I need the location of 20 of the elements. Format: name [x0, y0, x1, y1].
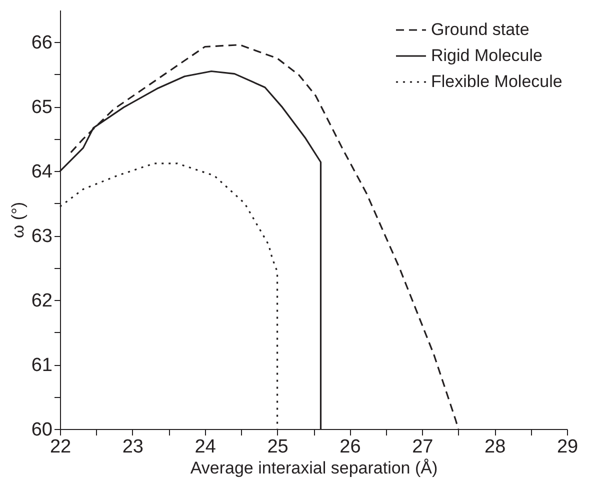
y-axis-title: ω (°)	[8, 202, 28, 238]
x-tick-label: 24	[194, 436, 216, 458]
x-tick-label: 27	[412, 436, 434, 458]
y-tick-label: 63	[31, 226, 52, 248]
x-tick-label: 29	[556, 436, 578, 458]
y-tick-label: 60	[31, 420, 52, 440]
y-tick-label: 64	[31, 162, 53, 183]
x-tick-label: 28	[484, 436, 506, 458]
x-tick-label: 23	[122, 436, 144, 458]
x-tick-label: 26	[340, 436, 361, 458]
y-tick-label: 62	[31, 290, 52, 312]
x-tick-label: 25	[267, 436, 288, 458]
y-tick-label: 61	[31, 355, 52, 376]
y-tick-label: 66	[31, 32, 52, 54]
x-axis-title: Average interaxial separation (Å)	[190, 458, 438, 478]
legend-label: Rigid Molecule	[431, 46, 542, 65]
legend-label: Ground state	[431, 20, 530, 39]
x-tick-label: 22	[50, 436, 72, 458]
legend-label: Flexible Molecule	[431, 72, 562, 91]
y-tick-label: 65	[31, 97, 52, 118]
